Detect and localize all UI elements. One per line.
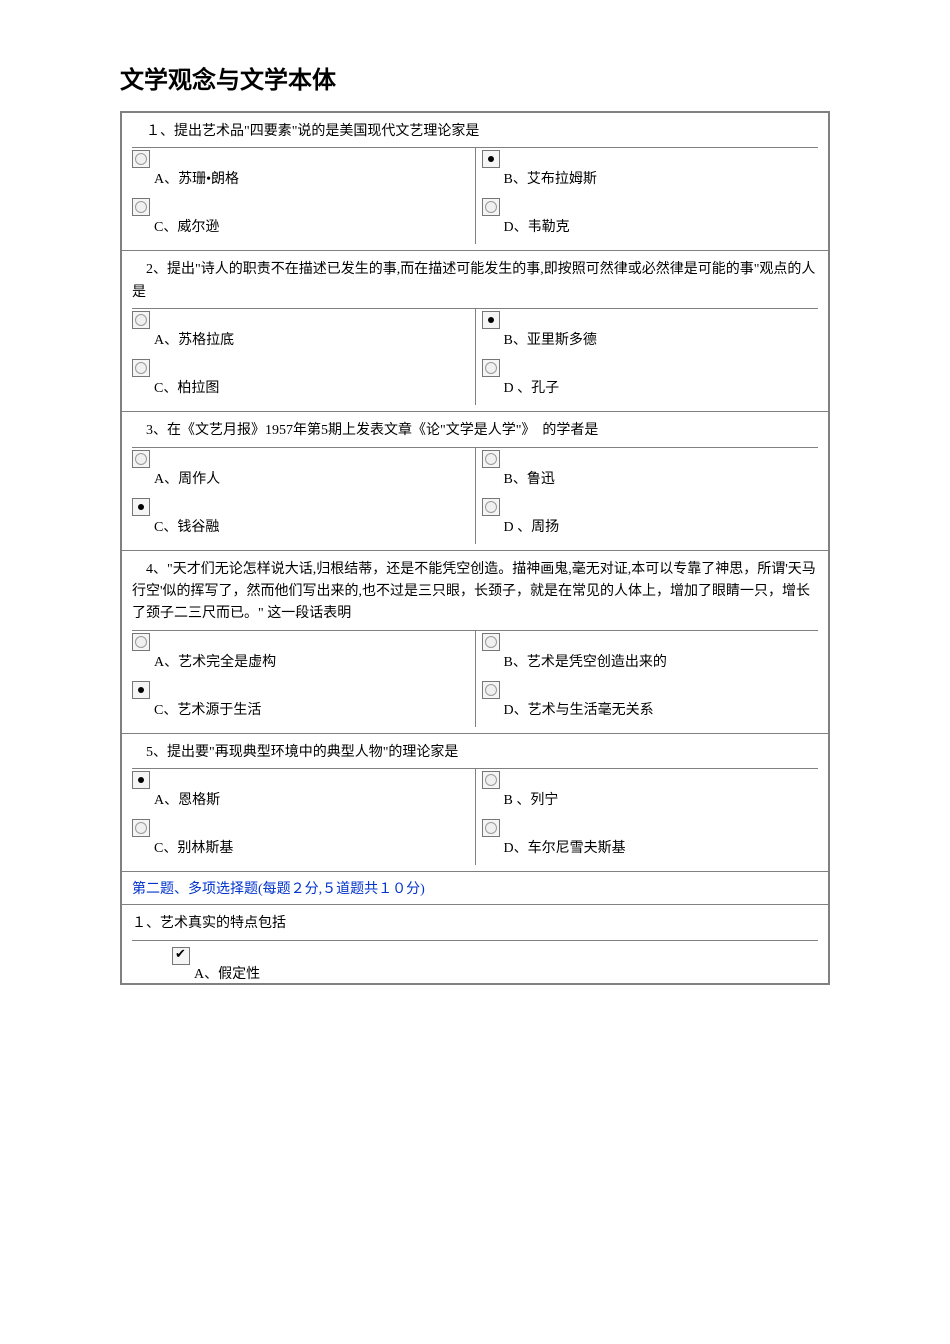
question-text: 5、提出要"再现典型环境中的典型人物"的理论家是 bbox=[132, 742, 818, 764]
option-cell: C、威尔逊 bbox=[132, 196, 475, 244]
option-label: B 、列宁 bbox=[482, 789, 819, 809]
question-text: １、提出艺术品"四要素"说的是美国现代文艺理论家是 bbox=[132, 121, 818, 143]
option-cell: A、苏格拉底 bbox=[132, 309, 475, 358]
option-label: D、艺术与生活毫无关系 bbox=[482, 699, 819, 719]
radio-selected[interactable] bbox=[132, 681, 150, 699]
checkbox-a-label: A、假定性 bbox=[172, 963, 818, 983]
option-cell: B、艾布拉姆斯 bbox=[475, 148, 818, 197]
radio-unselected[interactable] bbox=[482, 450, 500, 468]
option-cell: C、艺术源于生活 bbox=[132, 679, 475, 727]
question-4: 4、"天才们无论怎样说大话,归根结蒂，还是不能凭空创造。描神画鬼,毫无对证,本可… bbox=[122, 550, 828, 727]
radio-unselected[interactable] bbox=[482, 633, 500, 651]
radio-selected[interactable] bbox=[132, 498, 150, 516]
option-cell: A、艺术完全是虚构 bbox=[132, 630, 475, 679]
option-cell: D、车尔尼雪夫斯基 bbox=[475, 817, 818, 865]
option-label: C、钱谷融 bbox=[132, 516, 475, 536]
multi-question-1: １、艺术真实的特点包括 bbox=[132, 913, 818, 935]
radio-unselected[interactable] bbox=[132, 150, 150, 168]
question-text: 3、在《文艺月报》1957年第5期上发表文章《论"文学是人学"》 的学者是 bbox=[132, 420, 818, 442]
option-cell: C、钱谷融 bbox=[132, 496, 475, 544]
option-cell: C、柏拉图 bbox=[132, 357, 475, 405]
option-cell: B、亚里斯多德 bbox=[475, 309, 818, 358]
option-label: C、威尔逊 bbox=[132, 216, 475, 236]
option-label: A、周作人 bbox=[132, 468, 475, 488]
quiz-container: １、提出艺术品"四要素"说的是美国现代文艺理论家是 A、苏珊•朗格 B、艾布拉姆斯 C… bbox=[120, 111, 830, 985]
checkbox-a[interactable] bbox=[172, 947, 190, 965]
option-label: D 、周扬 bbox=[482, 516, 819, 536]
question-text: 2、提出"诗人的职责不在描述已发生的事,而在描述可能发生的事,即按照可然律或必然… bbox=[132, 259, 818, 304]
option-cell: B 、列宁 bbox=[475, 769, 818, 818]
option-label: A、苏格拉底 bbox=[132, 329, 475, 349]
answer-table: A、苏珊•朗格 B、艾布拉姆斯 C、威尔逊 D、韦勒克 bbox=[132, 147, 818, 244]
answer-table: A、恩格斯 B 、列宁 C、别林斯基 D、车尔尼雪夫斯基 bbox=[132, 768, 818, 865]
radio-unselected[interactable] bbox=[132, 633, 150, 651]
answer-table: A、周作人 B、鲁迅 C、钱谷融 D 、周扬 bbox=[132, 447, 818, 544]
option-label: A、苏珊•朗格 bbox=[132, 168, 475, 188]
radio-unselected[interactable] bbox=[132, 450, 150, 468]
question-1: １、提出艺术品"四要素"说的是美国现代文艺理论家是 A、苏珊•朗格 B、艾布拉姆斯 C… bbox=[122, 113, 828, 244]
radio-unselected[interactable] bbox=[482, 359, 500, 377]
question-3: 3、在《文艺月报》1957年第5期上发表文章《论"文学是人学"》 的学者是 A、周… bbox=[122, 411, 828, 543]
radio-unselected[interactable] bbox=[132, 359, 150, 377]
radio-unselected[interactable] bbox=[132, 819, 150, 837]
answer-table: A、苏格拉底 B、亚里斯多德 C、柏拉图 D 、孔子 bbox=[132, 308, 818, 405]
answer-table: A、艺术完全是虚构 B、艺术是凭空创造出来的 C、艺术源于生活 D、艺术与生活毫无关系 bbox=[132, 630, 818, 727]
option-label: B、艺术是凭空创造出来的 bbox=[482, 651, 819, 671]
option-cell: A、周作人 bbox=[132, 447, 475, 496]
option-cell: A、恩格斯 bbox=[132, 769, 475, 818]
option-label: D、车尔尼雪夫斯基 bbox=[482, 837, 819, 857]
section-2-header: 第二题、多项选择题(每题２分,５道题共１０分) bbox=[122, 871, 828, 904]
option-label: D 、孔子 bbox=[482, 377, 819, 397]
option-cell: A、苏珊•朗格 bbox=[132, 148, 475, 197]
question-text: 4、"天才们无论怎样说大话,归根结蒂，还是不能凭空创造。描神画鬼,毫无对证,本可… bbox=[132, 559, 818, 626]
radio-unselected[interactable] bbox=[132, 198, 150, 216]
option-label: A、恩格斯 bbox=[132, 789, 475, 809]
radio-selected[interactable] bbox=[132, 771, 150, 789]
radio-selected[interactable] bbox=[482, 150, 500, 168]
radio-unselected[interactable] bbox=[482, 681, 500, 699]
option-label: C、艺术源于生活 bbox=[132, 699, 475, 719]
option-cell: D 、孔子 bbox=[475, 357, 818, 405]
radio-unselected[interactable] bbox=[482, 819, 500, 837]
option-label: B、艾布拉姆斯 bbox=[482, 168, 819, 188]
option-cell: D、韦勒克 bbox=[475, 196, 818, 244]
radio-selected[interactable] bbox=[482, 311, 500, 329]
option-label: D、韦勒克 bbox=[482, 216, 819, 236]
option-cell: B、艺术是凭空创造出来的 bbox=[475, 630, 818, 679]
option-cell: D 、周扬 bbox=[475, 496, 818, 544]
page-title: 文学观念与文学本体 bbox=[120, 60, 830, 95]
option-label: B、鲁迅 bbox=[482, 468, 819, 488]
option-cell: D、艺术与生活毫无关系 bbox=[475, 679, 818, 727]
option-label: C、柏拉图 bbox=[132, 377, 475, 397]
question-2: 2、提出"诗人的职责不在描述已发生的事,而在描述可能发生的事,即按照可然律或必然… bbox=[122, 250, 828, 405]
radio-unselected[interactable] bbox=[482, 771, 500, 789]
option-label: B、亚里斯多德 bbox=[482, 329, 819, 349]
option-label: C、别林斯基 bbox=[132, 837, 475, 857]
option-cell: C、别林斯基 bbox=[132, 817, 475, 865]
option-cell: B、鲁迅 bbox=[475, 447, 818, 496]
question-5: 5、提出要"再现典型环境中的典型人物"的理论家是 A、恩格斯 B 、列宁 C、别林斯基… bbox=[122, 733, 828, 865]
option-label: A、艺术完全是虚构 bbox=[132, 651, 475, 671]
radio-unselected[interactable] bbox=[132, 311, 150, 329]
radio-unselected[interactable] bbox=[482, 498, 500, 516]
radio-unselected[interactable] bbox=[482, 198, 500, 216]
